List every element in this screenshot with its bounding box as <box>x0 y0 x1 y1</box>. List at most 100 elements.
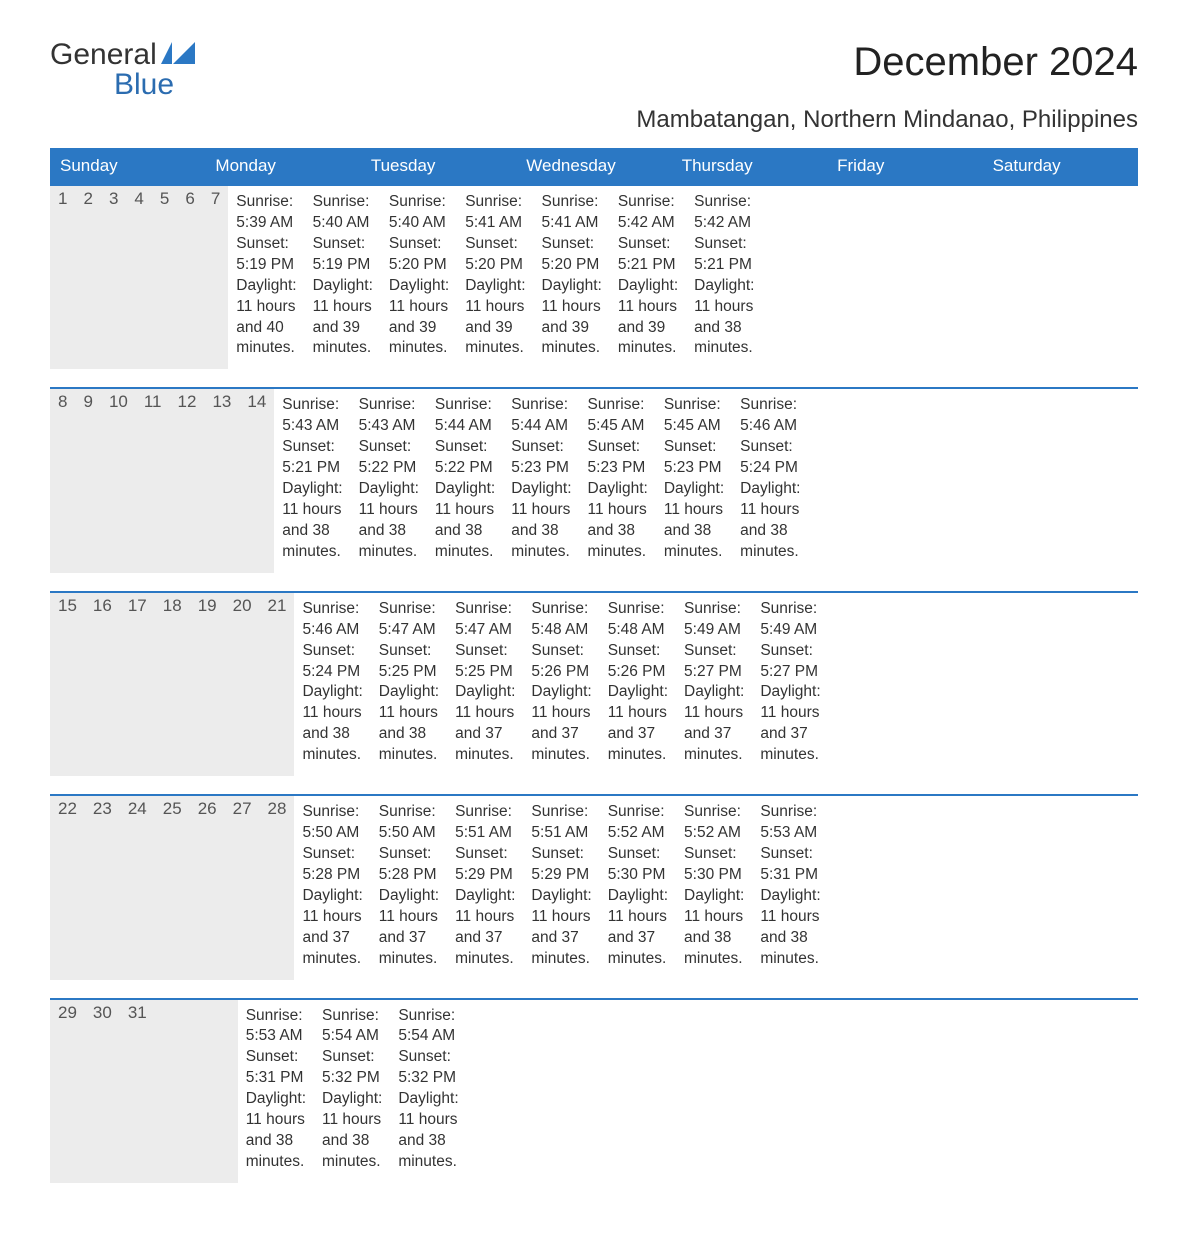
daylight-line: Daylight: 11 hours and 39 minutes. <box>542 276 602 360</box>
day-number <box>217 1000 238 1183</box>
daynum-row: 22232425262728 <box>50 796 294 979</box>
daylight-line: Daylight: 11 hours and 39 minutes. <box>465 276 525 360</box>
day-number: 30 <box>85 1000 120 1183</box>
day-cell: Sunrise: 5:39 AMSunset: 5:19 PMDaylight:… <box>228 186 304 369</box>
logo-text-1: General <box>50 40 157 70</box>
day-header: Tuesday <box>361 148 516 184</box>
day-number: 27 <box>225 796 260 979</box>
day-number: 16 <box>85 593 120 776</box>
daynum-row: 1234567 <box>50 186 228 369</box>
daylight-line: Daylight: 11 hours and 38 minutes. <box>664 479 724 563</box>
day-number: 22 <box>50 796 85 979</box>
sunrise-line: Sunrise: 5:40 AM <box>389 192 449 234</box>
day-cell <box>499 1000 515 1183</box>
daylight-line: Daylight: 11 hours and 38 minutes. <box>302 682 362 766</box>
day-number: 25 <box>155 796 190 979</box>
day-header: Wednesday <box>516 148 671 184</box>
daylight-line: Daylight: 11 hours and 38 minutes. <box>398 1089 458 1173</box>
daybody-row: Sunrise: 5:50 AMSunset: 5:28 PMDaylight:… <box>294 796 828 979</box>
day-number: 4 <box>126 186 151 369</box>
day-number: 10 <box>101 389 136 572</box>
sunrise-line: Sunrise: 5:42 AM <box>694 192 754 234</box>
daylight-line: Daylight: 11 hours and 38 minutes. <box>694 276 754 360</box>
daylight-line: Daylight: 11 hours and 37 minutes. <box>684 682 744 766</box>
day-cell: Sunrise: 5:40 AMSunset: 5:19 PMDaylight:… <box>305 186 381 369</box>
week-row: 15161718192021Sunrise: 5:46 AMSunset: 5:… <box>50 591 1138 776</box>
daylight-line: Daylight: 11 hours and 37 minutes. <box>608 886 668 970</box>
sunset-line: Sunset: 5:23 PM <box>664 437 724 479</box>
day-cell: Sunrise: 5:46 AMSunset: 5:24 PMDaylight:… <box>294 593 370 776</box>
daybody-row: Sunrise: 5:46 AMSunset: 5:24 PMDaylight:… <box>294 593 828 776</box>
location-text: Mambatangan, Northern Mindanao, Philippi… <box>50 106 1138 134</box>
day-number: 14 <box>239 389 274 572</box>
sunrise-line: Sunrise: 5:41 AM <box>465 192 525 234</box>
sunrise-line: Sunrise: 5:40 AM <box>313 192 373 234</box>
daylight-line: Daylight: 11 hours and 37 minutes. <box>379 886 439 970</box>
sunset-line: Sunset: 5:25 PM <box>379 641 439 683</box>
week-row: 22232425262728Sunrise: 5:50 AMSunset: 5:… <box>50 794 1138 979</box>
daylight-line: Daylight: 11 hours and 38 minutes. <box>684 886 744 970</box>
day-cell: Sunrise: 5:49 AMSunset: 5:27 PMDaylight:… <box>676 593 752 776</box>
logo-line2: Blue <box>50 70 195 100</box>
sunset-line: Sunset: 5:20 PM <box>465 234 525 276</box>
day-number: 31 <box>120 1000 155 1183</box>
logo-flag-icon <box>161 40 195 70</box>
sunset-line: Sunset: 5:19 PM <box>313 234 373 276</box>
day-cell: Sunrise: 5:43 AMSunset: 5:22 PMDaylight:… <box>351 389 427 572</box>
day-number: 20 <box>225 593 260 776</box>
page-title: December 2024 <box>853 40 1138 85</box>
sunset-line: Sunset: 5:19 PM <box>236 234 296 276</box>
sunset-line: Sunset: 5:22 PM <box>435 437 495 479</box>
sunrise-line: Sunrise: 5:49 AM <box>760 599 820 641</box>
day-number: 11 <box>136 389 170 572</box>
daylight-line: Daylight: 11 hours and 38 minutes. <box>588 479 648 563</box>
day-header: Saturday <box>983 148 1138 184</box>
day-number <box>155 1000 176 1183</box>
day-number: 18 <box>155 593 190 776</box>
day-number: 28 <box>260 796 295 979</box>
day-number: 24 <box>120 796 155 979</box>
sunset-line: Sunset: 5:21 PM <box>694 234 754 276</box>
day-cell: Sunrise: 5:46 AMSunset: 5:24 PMDaylight:… <box>732 389 808 572</box>
daylight-line: Daylight: 11 hours and 38 minutes. <box>359 479 419 563</box>
calendar: SundayMondayTuesdayWednesdayThursdayFrid… <box>50 148 1138 1183</box>
sunset-line: Sunset: 5:30 PM <box>684 844 744 886</box>
week-row: 891011121314Sunrise: 5:43 AMSunset: 5:21… <box>50 387 1138 572</box>
daylight-line: Daylight: 11 hours and 38 minutes. <box>740 479 800 563</box>
daylight-line: Daylight: 11 hours and 38 minutes. <box>511 479 571 563</box>
day-cell: Sunrise: 5:52 AMSunset: 5:30 PMDaylight:… <box>600 796 676 979</box>
sunset-line: Sunset: 5:21 PM <box>282 437 342 479</box>
day-number: 12 <box>170 389 205 572</box>
daylight-line: Daylight: 11 hours and 38 minutes. <box>322 1089 382 1173</box>
week-row: 293031 Sunrise: 5:53 AMSunset: 5:31 PM Da… <box>50 998 1138 1183</box>
sunset-line: Sunset: 5:25 PM <box>455 641 515 683</box>
daylight-line: Daylight: 11 hours and 37 minutes. <box>608 682 668 766</box>
day-cell: Sunrise: 5:53 AMSunset: 5:31 PMDaylight:… <box>752 796 828 979</box>
day-number: 29 <box>50 1000 85 1183</box>
sunrise-line: Sunrise: 5:46 AM <box>302 599 362 641</box>
day-cell: Sunrise: 5:49 AMSunset: 5:27 PMDaylight:… <box>752 593 828 776</box>
sunrise-line: Sunrise: 5:39 AM <box>236 192 296 234</box>
sunrise-line: Sunrise: 5:51 AM <box>455 802 515 844</box>
day-number: 8 <box>50 389 75 572</box>
day-cell: Sunrise: 5:48 AMSunset: 5:26 PMDaylight:… <box>523 593 599 776</box>
daylight-line: Daylight: 11 hours and 37 minutes. <box>531 682 591 766</box>
sunset-line: Sunset: 5:31 PM <box>246 1047 306 1089</box>
logo-line1: General <box>50 40 195 70</box>
day-number: 17 <box>120 593 155 776</box>
day-cell: Sunrise: 5:51 AMSunset: 5:29 PMDaylight:… <box>447 796 523 979</box>
sunrise-line: Sunrise: 5:53 AM <box>246 1006 306 1048</box>
day-cell: Sunrise: 5:48 AMSunset: 5:26 PMDaylight:… <box>600 593 676 776</box>
daylight-line: Daylight: 11 hours and 37 minutes. <box>302 886 362 970</box>
sunset-line: Sunset: 5:27 PM <box>760 641 820 683</box>
sunrise-line: Sunrise: 5:52 AM <box>608 802 668 844</box>
logo: General Blue <box>50 40 195 100</box>
day-cell: Sunrise: 5:45 AMSunset: 5:23 PMDaylight:… <box>656 389 732 572</box>
day-cell: Sunrise: 5:44 AMSunset: 5:23 PMDaylight:… <box>503 389 579 572</box>
day-cell: Sunrise: 5:41 AMSunset: 5:20 PMDaylight:… <box>457 186 533 369</box>
sunset-line: Sunset: 5:30 PM <box>608 844 668 886</box>
daynum-row: 15161718192021 <box>50 593 294 776</box>
sunset-line: Sunset: 5:22 PM <box>359 437 419 479</box>
sunset-line: Sunset: 5:24 PM <box>302 641 362 683</box>
sunset-line: Sunset: 5:26 PM <box>531 641 591 683</box>
